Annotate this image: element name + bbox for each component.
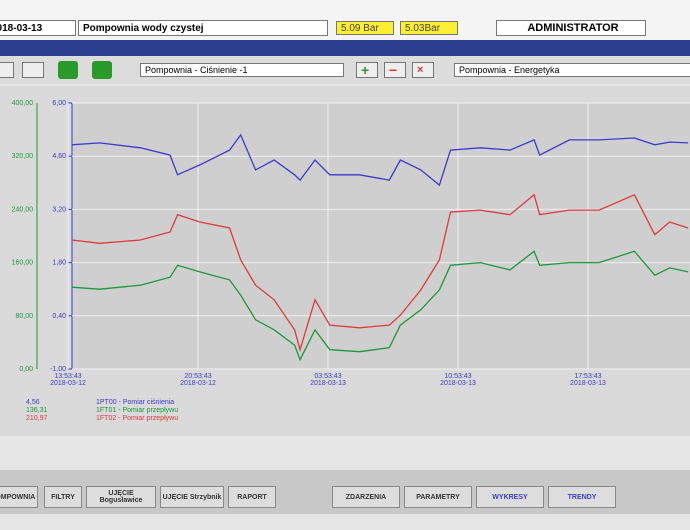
x-tick-label: 17:53:43 (574, 373, 601, 380)
legend-label: 1FT02 - Pomiar przepływu (96, 415, 178, 422)
tool-button[interactable] (0, 62, 14, 78)
x-tick-date: 2018-03-13 (440, 380, 476, 387)
y-tick-label: 160,00 (12, 260, 34, 267)
group-select[interactable]: Pompownia - Energetyka (454, 63, 690, 77)
pressure: 5.03Bar (400, 21, 458, 35)
trend-line (71, 193, 689, 353)
y-tick-label: 400,00 (12, 100, 34, 107)
nav-button[interactable]: UJĘCIE Bogusławice (86, 486, 156, 508)
title-bar (0, 40, 690, 56)
station-name: Pompownia wody czystej (78, 20, 328, 36)
legend-value: 4,56 (26, 399, 40, 406)
nav-button[interactable]: WYKRESY (476, 486, 544, 508)
date: 2018-03-13 (0, 20, 76, 36)
y2-tick-label: 1,80 (52, 260, 66, 267)
nav-button[interactable]: RAPORT (228, 486, 276, 508)
y2-tick-label: 4,60 (52, 153, 66, 160)
x-tick-label: 20:53:43 (184, 373, 211, 380)
x-tick-date: 2018-03-12 (50, 380, 86, 387)
y-tick-label: 80,00 (15, 313, 33, 320)
user: ADMINISTRATOR (496, 20, 646, 36)
y2-tick-label: 0,40 (52, 313, 66, 320)
plot-area (72, 103, 690, 369)
trend-select[interactable]: Pompownia - Ciśnienie -1 (140, 63, 344, 77)
nav-button[interactable]: ZDARZENIA (332, 486, 400, 508)
trend-chart: 0,00 80,00 160,00 240,00 320,00 400,00 -1,00 0,… (0, 86, 690, 436)
x-tick-date: 2018-03-13 (310, 380, 346, 387)
back-button[interactable] (58, 61, 78, 79)
trend-line (71, 250, 689, 362)
y-tick-label: 320,00 (12, 153, 34, 160)
legend-label: 1FT01 - Pomiar przepływu (96, 407, 178, 414)
nav-button[interactable]: UJĘCIE Strzybnik (160, 486, 224, 508)
x-tick-label: 13:53:43 (54, 373, 81, 380)
tool-button[interactable] (22, 62, 44, 78)
pressure: 5.09 Bar (336, 21, 394, 35)
x-tick-label: 10:53:43 (444, 373, 471, 380)
x-tick-label: 03:53:43 (314, 373, 341, 380)
y2-tick-label: -1,00 (50, 366, 66, 373)
nav-button[interactable]: FILTRY (44, 486, 82, 508)
y2-tick-label: 3,20 (52, 206, 66, 213)
trend-line (71, 133, 689, 187)
add-button[interactable]: + (356, 62, 378, 78)
y-tick-label: 0,00 (19, 366, 33, 373)
nav-button[interactable]: TRENDY (548, 486, 616, 508)
nav-button[interactable]: PARAMETRY (404, 486, 472, 508)
forward-button[interactable] (92, 61, 112, 79)
nav-button[interactable]: POMPOWNIA (0, 486, 38, 508)
legend-value: 136,31 (26, 407, 48, 414)
clear-button[interactable]: × (412, 62, 434, 78)
x-tick-date: 2018-03-13 (570, 380, 606, 387)
x-tick-date: 2018-03-12 (180, 380, 216, 387)
legend-value: 210,97 (26, 415, 48, 422)
remove-button[interactable]: − (384, 62, 406, 78)
y-tick-label: 240,00 (12, 206, 34, 213)
legend-label: 1PT00 - Pomiar ciśnienia (96, 399, 174, 406)
y2-tick-label: 6,00 (52, 100, 66, 107)
